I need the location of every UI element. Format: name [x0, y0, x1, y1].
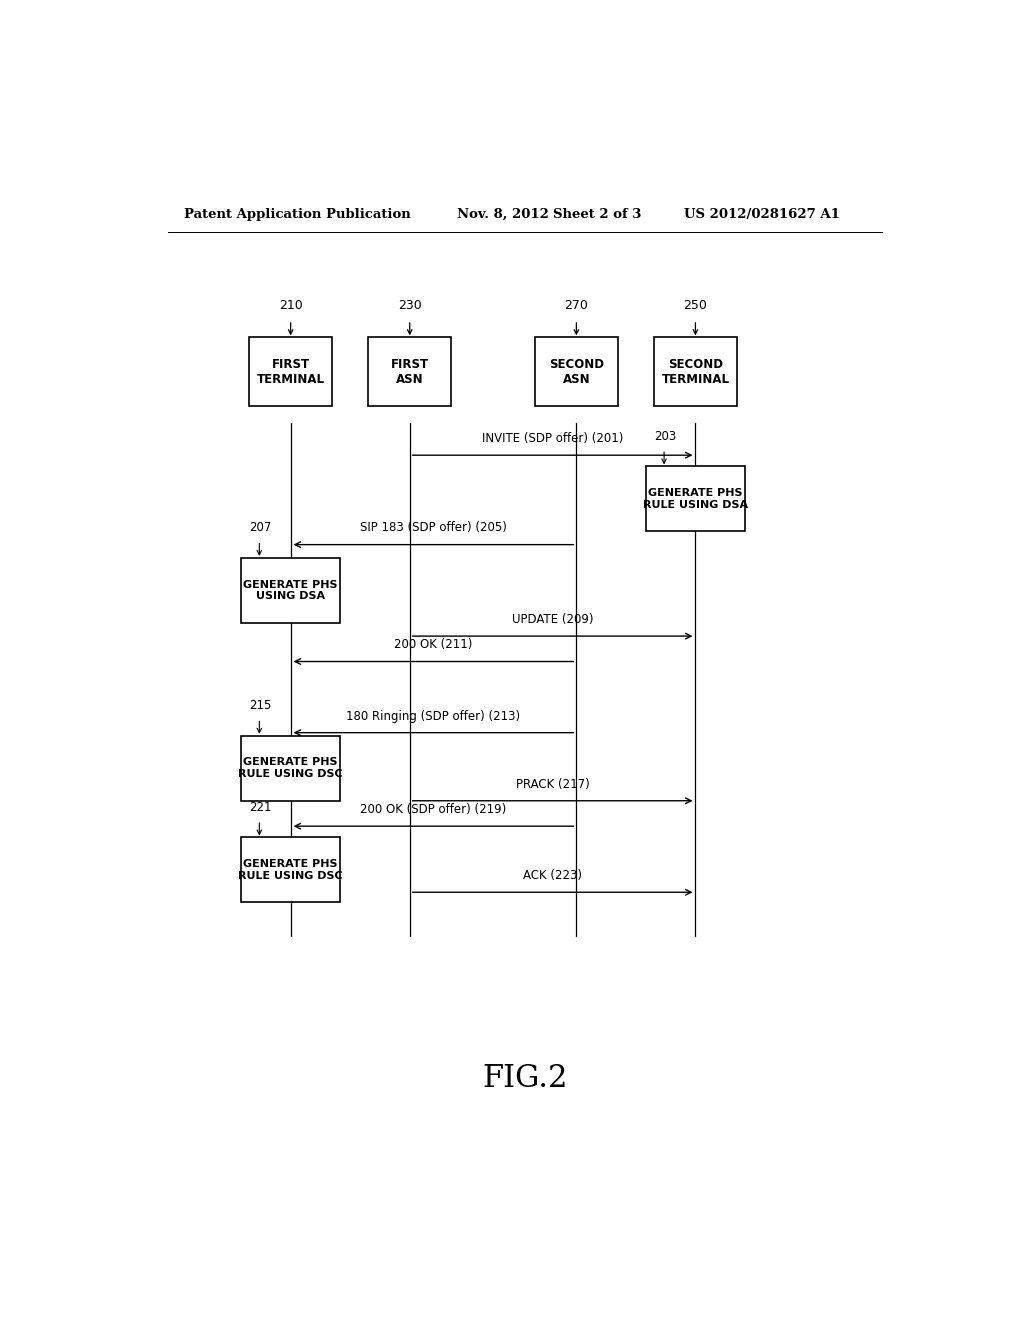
Text: GENERATE PHS
RULE USING DSA: GENERATE PHS RULE USING DSA [643, 488, 748, 510]
FancyBboxPatch shape [241, 558, 340, 623]
Text: GENERATE PHS
RULE USING DSC: GENERATE PHS RULE USING DSC [239, 859, 343, 880]
Text: 270: 270 [564, 298, 589, 312]
Text: FIRST
TERMINAL: FIRST TERMINAL [257, 358, 325, 385]
Text: 207: 207 [249, 521, 271, 535]
Text: US 2012/0281627 A1: US 2012/0281627 A1 [684, 207, 840, 220]
Text: FIG.2: FIG.2 [482, 1063, 567, 1094]
Text: UPDATE (209): UPDATE (209) [512, 612, 593, 626]
Text: Nov. 8, 2012: Nov. 8, 2012 [458, 207, 549, 220]
Text: PRACK (217): PRACK (217) [516, 777, 590, 791]
FancyBboxPatch shape [653, 338, 737, 407]
FancyBboxPatch shape [646, 466, 745, 532]
Text: 203: 203 [653, 430, 676, 444]
Text: SECOND
TERMINAL: SECOND TERMINAL [662, 358, 729, 385]
FancyBboxPatch shape [241, 735, 340, 801]
Text: Sheet 2 of 3: Sheet 2 of 3 [553, 207, 641, 220]
FancyBboxPatch shape [241, 837, 340, 903]
Text: 200 OK (SDP offer) (219): 200 OK (SDP offer) (219) [360, 803, 507, 816]
Text: 210: 210 [279, 298, 302, 312]
Text: 180 Ringing (SDP offer) (213): 180 Ringing (SDP offer) (213) [346, 710, 520, 722]
Text: 215: 215 [249, 700, 271, 713]
FancyBboxPatch shape [368, 338, 452, 407]
FancyBboxPatch shape [249, 338, 333, 407]
Text: 230: 230 [398, 298, 422, 312]
Text: ACK (223): ACK (223) [523, 869, 582, 882]
FancyBboxPatch shape [535, 338, 618, 407]
Text: 200 OK (211): 200 OK (211) [394, 639, 473, 651]
Text: INVITE (SDP offer) (201): INVITE (SDP offer) (201) [482, 432, 624, 445]
Text: GENERATE PHS
RULE USING DSC: GENERATE PHS RULE USING DSC [239, 758, 343, 779]
Text: SECOND
ASN: SECOND ASN [549, 358, 604, 385]
Text: FIRST
ASN: FIRST ASN [391, 358, 429, 385]
Text: Patent Application Publication: Patent Application Publication [183, 207, 411, 220]
Text: SIP 183 (SDP offer) (205): SIP 183 (SDP offer) (205) [360, 521, 507, 535]
Text: 221: 221 [249, 801, 271, 814]
Text: GENERATE PHS
USING DSA: GENERATE PHS USING DSA [244, 579, 338, 601]
Text: 250: 250 [683, 298, 708, 312]
